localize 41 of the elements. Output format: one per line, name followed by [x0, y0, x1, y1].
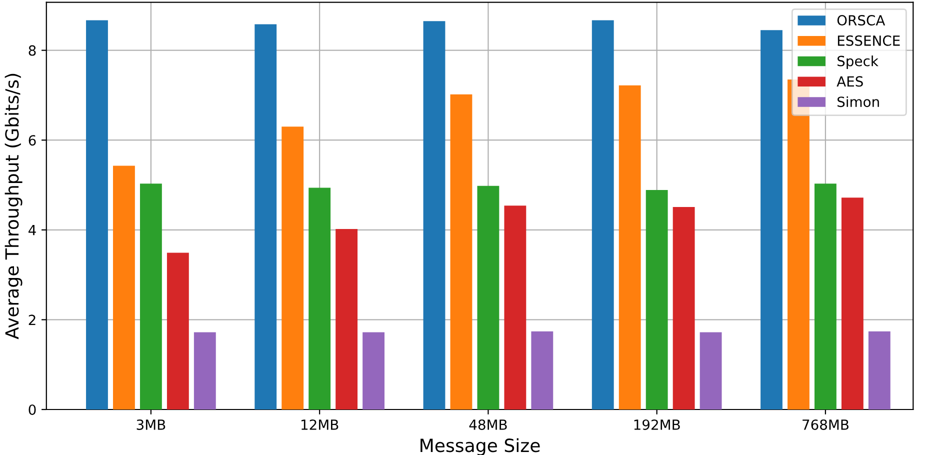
- bar: [254, 24, 277, 410]
- bar: [450, 94, 472, 410]
- x-tick-label: 768MB: [802, 419, 848, 430]
- bar: [140, 184, 162, 410]
- bar: [504, 206, 526, 410]
- y-tick-label: 4: [28, 225, 36, 236]
- bar: [618, 85, 641, 410]
- bar: [86, 20, 108, 410]
- bar: [531, 331, 554, 410]
- y-tick-label: 2: [28, 314, 36, 325]
- legend-label: AES: [836, 76, 863, 87]
- bar: [672, 207, 695, 410]
- x-tick-label: 3MB: [136, 419, 166, 430]
- bar: [423, 21, 446, 410]
- legend-label: Speck: [838, 56, 878, 69]
- bar: [113, 166, 135, 410]
- bar: [362, 332, 384, 410]
- bar: [592, 20, 614, 410]
- bar: [336, 229, 358, 410]
- bar: [282, 126, 304, 410]
- bar: [166, 252, 189, 410]
- y-axis-title: Average Throughput (Gbits/s): [4, 74, 22, 340]
- y-tick-label: 8: [28, 45, 36, 56]
- y-tick-label: 6: [28, 135, 36, 146]
- bar: [760, 30, 782, 410]
- x-tick-label: 12MB: [302, 419, 338, 430]
- bar: [814, 184, 836, 410]
- bar: [646, 190, 668, 410]
- legend-label: ESSENCE: [838, 35, 900, 46]
- bar: [788, 80, 810, 410]
- bar: [700, 332, 722, 410]
- bar: [868, 331, 890, 410]
- y-tick-label: 0: [28, 404, 36, 415]
- bar: [308, 188, 331, 410]
- legend-label: Simon: [838, 96, 879, 108]
- bar: [841, 198, 864, 410]
- x-tick-label: 48MB: [469, 419, 507, 430]
- legend-label: ORSCA: [837, 15, 886, 26]
- bar: [477, 186, 500, 410]
- x-tick-label: 192MB: [634, 419, 680, 430]
- bar: [194, 332, 216, 410]
